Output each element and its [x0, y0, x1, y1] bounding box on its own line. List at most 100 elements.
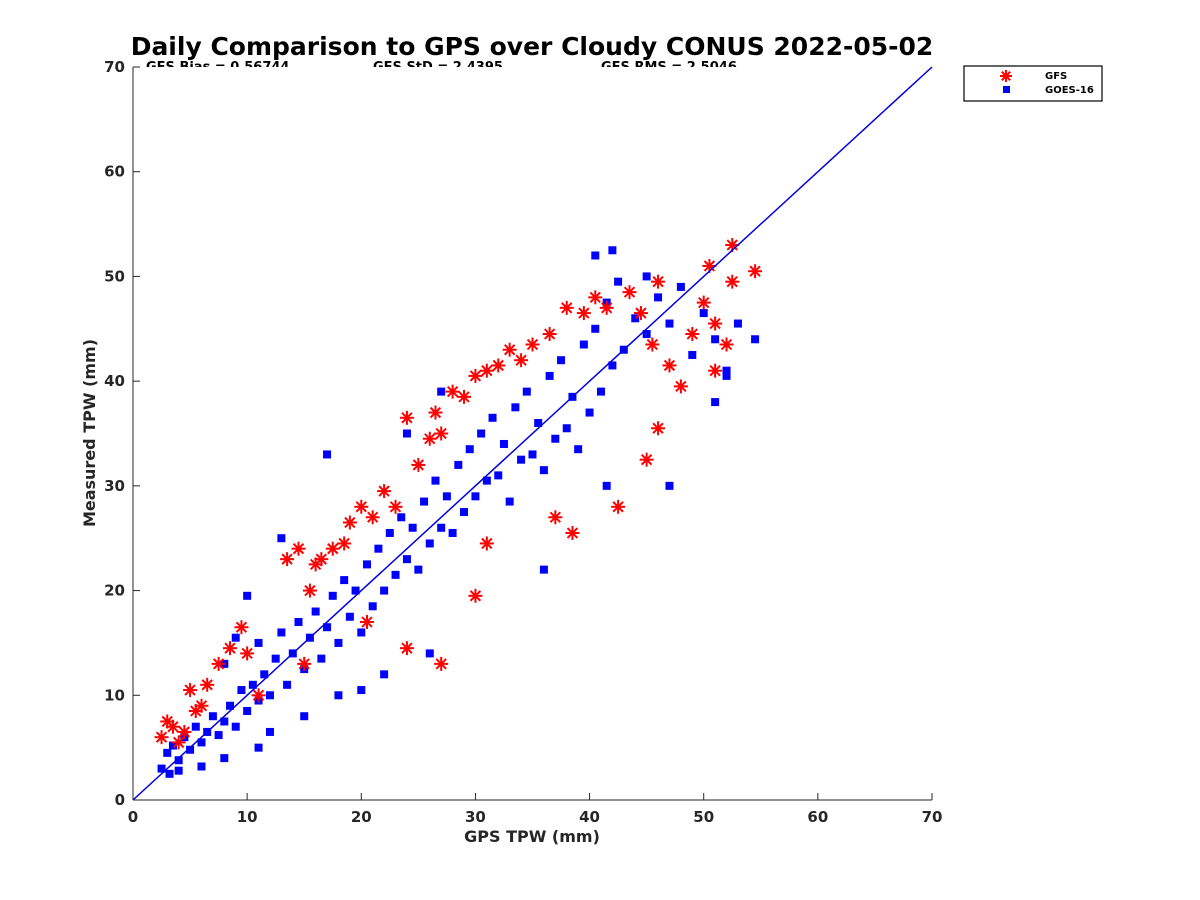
x-tick-label: 70	[922, 808, 943, 826]
goes16-point	[545, 371, 554, 380]
goes16-point	[511, 403, 520, 412]
gfs-point	[434, 656, 449, 671]
goes16-point	[402, 555, 411, 564]
goes16-point	[528, 450, 537, 459]
goes16-point	[402, 429, 411, 438]
goes16-point	[197, 762, 206, 771]
goes16-point	[551, 434, 560, 443]
y-tick-label: 0	[115, 791, 125, 809]
goes16-point	[665, 319, 674, 328]
goes16-point	[482, 476, 491, 485]
gfs-point	[171, 735, 186, 750]
chart-title: Daily Comparison to GPS over Cloudy CONU…	[131, 32, 934, 61]
goes16-point	[665, 481, 674, 490]
goes16-point	[300, 712, 309, 721]
gfs-point	[559, 300, 574, 315]
gfs-point	[428, 405, 443, 420]
goes16-point	[442, 492, 451, 501]
goes16-point	[722, 366, 731, 375]
gfs-point	[211, 656, 226, 671]
goes16-point	[642, 272, 651, 281]
gfs-point	[325, 541, 340, 556]
goes16-point	[334, 691, 343, 700]
goes16-point	[499, 439, 508, 448]
x-tick-label: 60	[807, 808, 828, 826]
goes16-point	[614, 277, 623, 286]
gfs-point	[525, 337, 540, 352]
gfs-point	[399, 410, 414, 425]
goes16-point	[265, 691, 274, 700]
goes16-point	[688, 350, 697, 359]
gfs-point	[183, 683, 198, 698]
gfs-point	[314, 552, 329, 567]
goes16-point	[271, 654, 280, 663]
goes16-point	[323, 623, 332, 632]
goes16-point	[454, 460, 463, 469]
goes16-point	[357, 686, 366, 695]
gfs-point	[651, 274, 666, 289]
goes16-point	[277, 534, 286, 543]
goes16-point	[437, 523, 446, 532]
goes16-point	[317, 654, 326, 663]
goes16-point	[460, 508, 469, 517]
goes16-point	[385, 528, 394, 537]
goes16-point	[323, 450, 332, 459]
gfs-point	[457, 389, 472, 404]
gfs-point	[468, 588, 483, 603]
legend-goes16-label: GOES-16	[1045, 85, 1094, 96]
legend-box	[963, 65, 1103, 102]
gfs-point	[297, 656, 312, 671]
gfs-point	[302, 583, 317, 598]
gfs-point	[565, 525, 580, 540]
goes16-point	[254, 638, 263, 647]
x-tick-label: 30	[465, 808, 486, 826]
gfs-point	[514, 353, 529, 368]
goes16-point	[345, 612, 354, 621]
goes16-point	[231, 633, 240, 642]
goes16-point	[237, 686, 246, 695]
goes16-point	[254, 743, 263, 752]
axes	[132, 67, 932, 801]
x-axis-ticks: 0 10 20 30 40 50 60 70	[128, 793, 943, 826]
gfs-point	[673, 379, 688, 394]
gfs-point	[223, 641, 238, 656]
y-tick-label: 10	[104, 686, 125, 704]
goes16-point	[602, 481, 611, 490]
x-tick-label: 10	[237, 808, 258, 826]
gfs-point	[434, 426, 449, 441]
gfs-point	[154, 730, 169, 745]
goes16-point	[596, 387, 605, 396]
gfs-point	[445, 384, 460, 399]
gfs-point	[280, 552, 295, 567]
gfs-point	[411, 457, 426, 472]
goes16-point	[174, 756, 183, 765]
gfs-point	[337, 536, 352, 551]
gfs-point	[548, 510, 563, 525]
gfs-point	[240, 646, 255, 661]
goes16-point	[220, 717, 229, 726]
gfs-point	[662, 358, 677, 373]
goes16-point	[733, 319, 742, 328]
goes16-point	[220, 754, 229, 763]
y-axis-ticks: 0 10 20 30 40 50 60 70	[104, 58, 140, 809]
goes16-point	[539, 565, 548, 574]
goes16-point	[505, 497, 514, 506]
goes16-point	[380, 586, 389, 595]
goes16-point	[642, 330, 651, 339]
goes16-point	[243, 706, 252, 715]
goes16-point	[351, 586, 360, 595]
goes16-point	[163, 748, 172, 757]
y-tick-label: 40	[104, 372, 125, 390]
goes16-point	[260, 670, 269, 679]
x-tick-label: 50	[693, 808, 714, 826]
legend: GFS GOES-16	[963, 65, 1103, 102]
gfs-point	[468, 368, 483, 383]
goes16-point	[214, 731, 223, 740]
gfs-point	[365, 510, 380, 525]
gfs-point	[588, 290, 603, 305]
gfs-point	[633, 306, 648, 321]
legend-gfs-label: GFS	[1045, 71, 1067, 82]
goes16-point	[608, 361, 617, 370]
goes16-point	[334, 638, 343, 647]
gfs-point	[696, 295, 711, 310]
